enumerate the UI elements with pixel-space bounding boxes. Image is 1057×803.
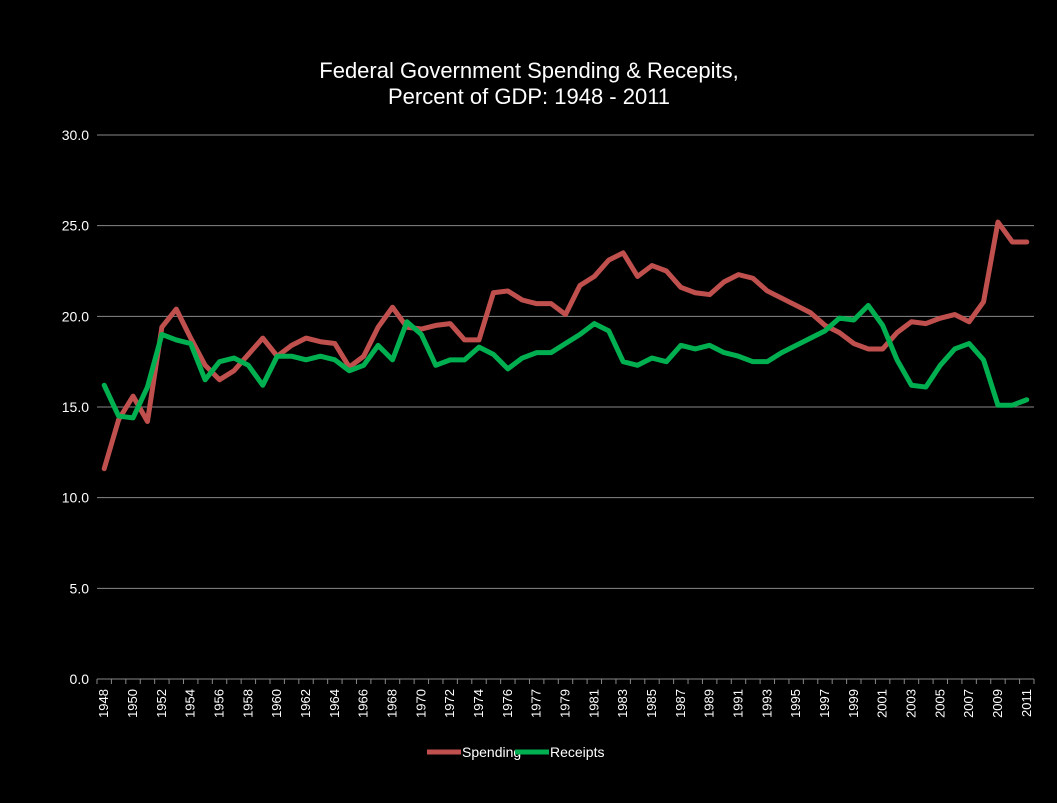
x-tick-label: 1966 xyxy=(356,689,371,718)
x-tick-label: 2011 xyxy=(1019,689,1034,717)
y-tick-label: 25.0 xyxy=(62,218,89,234)
x-tick-label: 1956 xyxy=(212,689,227,718)
legend-label-receipts: Receipts xyxy=(550,744,604,760)
series-line-receipts xyxy=(101,302,1030,421)
series-lines xyxy=(101,219,1030,472)
x-tick-label: 1960 xyxy=(269,689,284,718)
x-tick-label: 1991 xyxy=(730,689,745,718)
x-tick-label: 1989 xyxy=(702,689,717,718)
legend-label-spending: Spending xyxy=(462,744,521,760)
legend: Spending Receipts xyxy=(427,744,604,760)
x-tick-label: 2003 xyxy=(903,689,918,718)
x-tick-label: 2009 xyxy=(990,689,1005,718)
x-tick-label: 1952 xyxy=(154,689,169,718)
x-tick-label: 1954 xyxy=(183,689,198,718)
x-tick-label: 2007 xyxy=(961,689,976,718)
series-line-spending xyxy=(101,219,1030,472)
x-tick-label: 1999 xyxy=(846,689,861,718)
x-tick-label: 1962 xyxy=(298,689,313,718)
chart-title-line-2: Percent of GDP: 1948 - 2011 xyxy=(388,84,670,109)
x-tick-label: 1950 xyxy=(125,689,140,718)
y-tick-label: 20.0 xyxy=(62,308,89,324)
x-tick-label: 1987 xyxy=(673,689,688,718)
x-tick-label: 1974 xyxy=(471,689,486,718)
x-tick-label: 2005 xyxy=(932,689,947,718)
x-tick-label: 1997 xyxy=(817,689,832,718)
gridlines xyxy=(97,134,1034,589)
x-axis-tick-labels: 1948 1950 1952 1954 1956 1958 1960 1962 1964 1966… xyxy=(96,689,1034,718)
x-tick-label: 1979 xyxy=(558,689,573,718)
x-tick-label: 1964 xyxy=(327,689,342,718)
y-tick-label: 5.0 xyxy=(70,580,90,596)
x-tick-label: 1995 xyxy=(788,689,803,718)
x-tick-label: 1948 xyxy=(96,689,111,718)
y-tick-label: 15.0 xyxy=(62,399,89,415)
x-tick-label: 2001 xyxy=(875,689,890,718)
x-tick-label: 1993 xyxy=(759,689,774,718)
y-tick-label: 10.0 xyxy=(62,490,89,506)
x-tick-label: 1972 xyxy=(442,689,457,718)
x-tick-label: 1985 xyxy=(644,689,659,718)
x-tick-label: 1958 xyxy=(240,689,255,718)
y-axis-tick-labels: 0.0 5.0 10.0 15.0 20.0 25.0 30.0 xyxy=(62,127,89,687)
x-tick-label: 1976 xyxy=(500,689,515,718)
x-axis xyxy=(96,678,1035,684)
x-tick-label: 1983 xyxy=(615,689,630,718)
chart-title-line-1: Federal Government Spending & Recepits, xyxy=(319,58,738,83)
x-tick-label: 1981 xyxy=(586,689,601,718)
x-tick-label: 1977 xyxy=(529,689,544,718)
y-tick-label: 0.0 xyxy=(70,671,90,687)
y-tick-label: 30.0 xyxy=(62,127,89,143)
x-tick-label: 1968 xyxy=(385,689,400,718)
x-tick-label: 1970 xyxy=(413,689,428,718)
